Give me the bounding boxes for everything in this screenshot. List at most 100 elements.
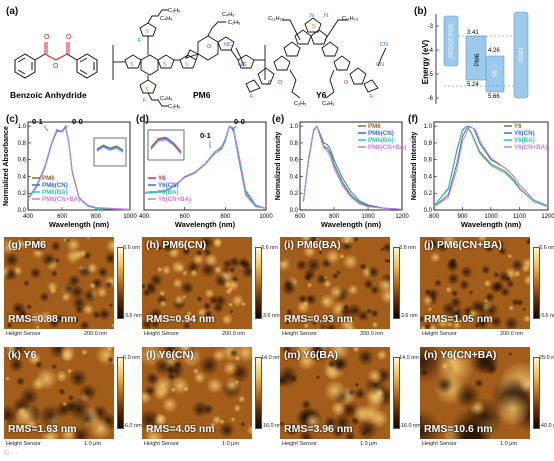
afm-image: (j) PM6(CN+BA) RMS=1.05 nm: [420, 237, 530, 329]
afm-color-scale: [533, 357, 540, 429]
atom-n: N: [324, 13, 328, 19]
pm6-side-chain-label: C₄H₉: [160, 16, 172, 22]
energy-tick-label: -6: [428, 96, 434, 102]
afm-scale-min: -40.0 nm: [539, 423, 554, 429]
afm-scale-max: 3.6 nm: [261, 245, 278, 251]
x-tick-label: 400: [23, 214, 34, 220]
afm-scale-bar-label: 200.0 nm: [360, 331, 383, 337]
annotation-arrow: [43, 125, 49, 132]
x-tick-label: 800: [91, 214, 102, 220]
atom-s: S: [163, 62, 167, 68]
afm-scale-bar-label: 200.0 nm: [222, 331, 245, 337]
legend-entry: PM6(CN): [42, 182, 68, 189]
energy-axis-label: Energy (eV): [421, 39, 430, 84]
afm-scale-max: 14.0 nm: [399, 355, 419, 361]
afm-sample-label: (k) Y6: [8, 349, 37, 361]
y-axis-label: Normalized Intensity: [275, 132, 282, 201]
y6-bar-label: Y6: [493, 70, 499, 78]
afm-image: (m) Y6(BA) RMS=3.96 nm: [280, 347, 390, 439]
atom-s: S: [243, 62, 247, 68]
y-tick-label: 0.2: [424, 191, 433, 197]
legend-entry: Y6(CN+BA): [158, 196, 191, 203]
x-axis-label: Wavelength (nm): [461, 220, 522, 229]
afm-scale-bar-label: 200.0 nm: [500, 331, 523, 337]
inset-line: [150, 137, 182, 153]
legend-entry: Y6(BA): [514, 137, 535, 144]
atom-s: S: [185, 62, 189, 68]
afm-scale-min: -3.6 nm: [539, 313, 554, 319]
afm-color-scale: [117, 247, 124, 319]
series-line-y6-ba-: [433, 125, 549, 208]
pedot-bar: [443, 15, 459, 67]
x-tick-label: 600: [180, 214, 191, 220]
afm-scale-max: 3.6 nm: [539, 245, 554, 251]
afm-sensor-label: Height Sensor: [422, 331, 457, 337]
pedot-label: PEDOT:PSS: [449, 24, 455, 58]
afm-scale-bar-label: 1.0 µm: [360, 441, 377, 447]
chart-f-pl-y6: 800 900 1000 1100 1200 0.0 0.2 0.4 0.6 0.8 1.0 Wave…: [411, 121, 554, 229]
afm-sample-label: (l) Y6(CN): [146, 349, 194, 361]
pdin-bar: [513, 11, 529, 99]
pm6-label: PM6: [193, 90, 211, 100]
y6-structure-labels: N N S C₁₁H₂₃ C₁₁H₂₃ C₂H₅ C₄H₉ NC CN NC C…: [224, 13, 388, 107]
y6-homo: 5.66: [488, 94, 500, 100]
legend-entry: Y6(BA): [158, 189, 179, 196]
afm-rms-value: RMS=10.6 nm: [424, 423, 493, 435]
atom-o: O: [53, 63, 59, 70]
legend-entry: Y6: [514, 123, 522, 130]
energy-tick-label: -4: [428, 48, 434, 54]
pm6-side-chain-label: C₂H₅: [228, 20, 240, 26]
afm-scale-min: -16.0 nm: [261, 423, 283, 429]
afm-rms-value: RMS=1.05 nm: [424, 313, 493, 325]
legend-entry: PM6(BA): [42, 189, 68, 196]
x-tick-label: 1000: [259, 214, 273, 220]
panel-label-c: (c): [6, 114, 19, 125]
afm-sample-label: (j) PM6(CN+BA): [424, 239, 502, 251]
afm-scale-max: 14.0 nm: [261, 355, 281, 361]
panel-label-a: (a): [6, 6, 19, 17]
afm-rms-value: RMS=3.96 nm: [284, 423, 353, 435]
pm6-homo: 5.24: [467, 82, 479, 88]
legend-entry: Y6: [158, 175, 166, 182]
benzoic-anhydride-structure: [14, 42, 98, 79]
y6-side-chain-label: C₁₁H₂₃: [268, 16, 284, 22]
y-tick-label: 0.6: [290, 158, 299, 164]
afm-scale-max: 3.6 nm: [399, 245, 416, 251]
atom-o: O: [207, 44, 212, 50]
y-tick-label: 0.2: [290, 191, 299, 197]
legend-entry: PM6(BA): [368, 137, 394, 144]
afm-rms-value: RMS=0.88 nm: [8, 313, 77, 325]
legend-entry: PM6(CN+BA): [42, 196, 80, 203]
series-line-y6-cn-ba-: [143, 125, 267, 209]
y-axis-label: Normalized Intensity: [411, 132, 418, 201]
atom-f: F: [143, 98, 147, 104]
pm6-bar-label: PM6: [475, 53, 481, 66]
inset-line: [150, 138, 182, 154]
y-tick-label: 0.6: [424, 158, 433, 164]
afm-sensor-label: Height Sensor: [422, 441, 457, 447]
y-tick-label: 0.8: [18, 141, 27, 147]
atom-s: S: [312, 24, 316, 30]
afm-image: (k) Y6 RMS=1.63 nm: [4, 347, 114, 439]
afm-scale-bar-label: 200.0 nm: [84, 331, 107, 337]
watermark: © · ·: [4, 450, 18, 457]
y6-side-chain-label: C₁₁H₂₃: [342, 16, 358, 22]
series-line-pm6-cn-ba-: [27, 124, 131, 210]
panel-label-b: (b): [414, 6, 427, 17]
y6-lumo: 4.26: [488, 48, 500, 54]
chart-d-absorbance-y6: 400 600 800 1000 Wavelength (nm) Y6Y6(CN)Y6(B…: [139, 121, 273, 229]
energy-tick-label: -3: [428, 24, 434, 30]
afm-scale-min: -16.0 nm: [399, 423, 421, 429]
afm-color-scale: [533, 247, 540, 319]
x-tick-label: 900: [457, 214, 468, 220]
panel-label-e: (e): [272, 114, 285, 125]
x-tick-label: 1100: [513, 214, 527, 220]
atom-s: S: [145, 29, 149, 35]
y-axis-label: Normalized Absorbance: [3, 126, 10, 206]
x-tick-label: 800: [220, 214, 231, 220]
afm-scale-min: -6.0 nm: [123, 423, 142, 429]
afm-scale-bar-label: 1.0 µm: [500, 441, 517, 447]
x-tick-label: 600: [57, 214, 68, 220]
x-tick-label: 600: [295, 214, 306, 220]
afm-sample-label: (n) Y6(CN+BA): [424, 349, 497, 361]
